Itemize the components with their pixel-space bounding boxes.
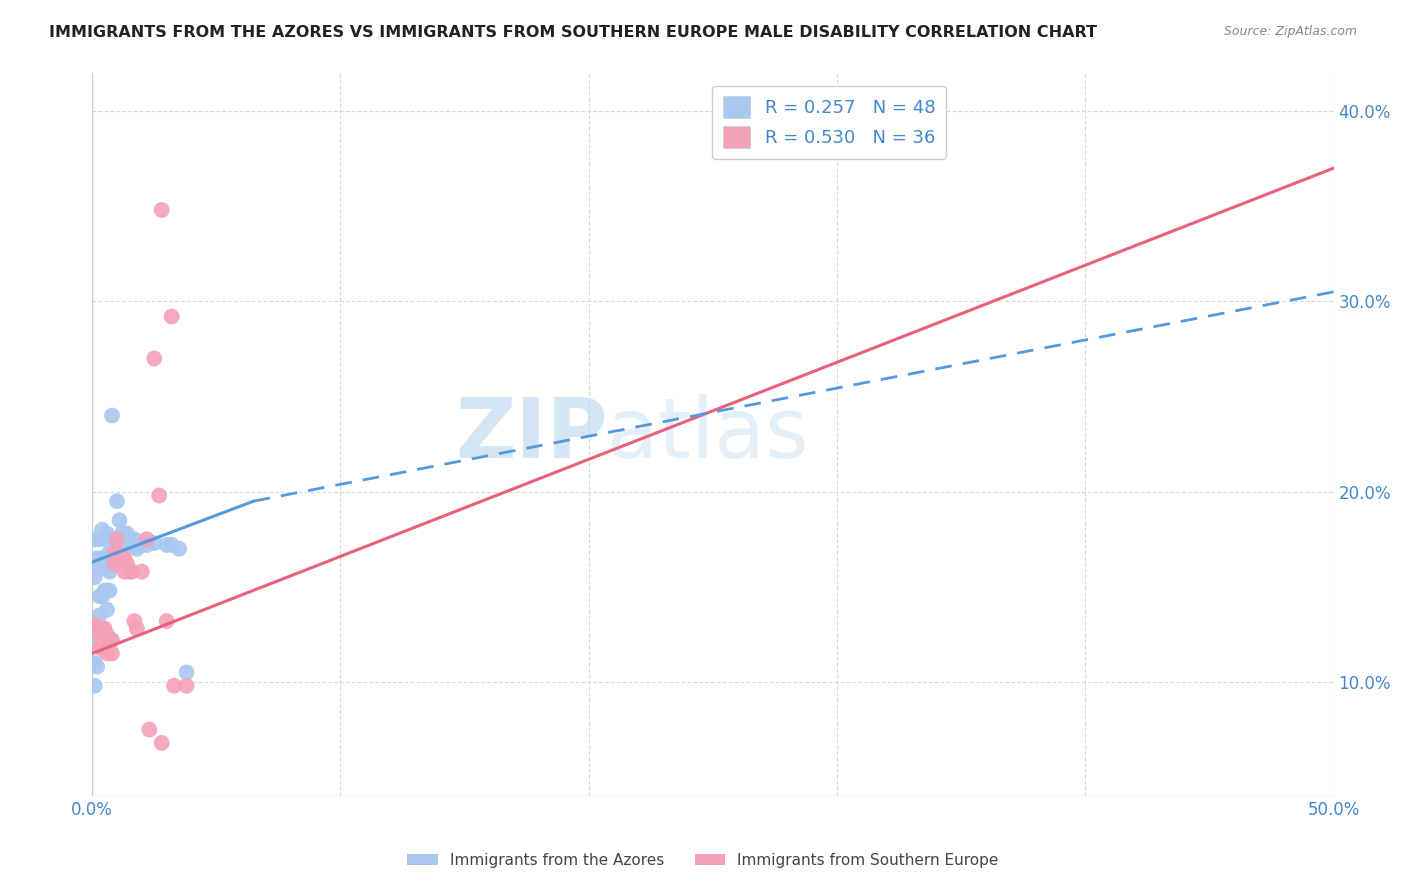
Point: [156, 538, 179, 552]
Point: [105, 533, 128, 547]
Point: [86, 659, 108, 673]
Point: [98, 545, 121, 559]
Point: [101, 409, 124, 423]
Point: [105, 494, 128, 508]
Point: [96, 647, 118, 661]
Point: [93, 583, 115, 598]
Point: [124, 533, 146, 547]
Point: [103, 557, 125, 571]
Point: [115, 557, 138, 571]
Point: [118, 533, 141, 547]
Point: [101, 633, 124, 648]
Point: [111, 545, 134, 559]
Text: ZIP: ZIP: [456, 394, 607, 475]
Point: [114, 565, 136, 579]
Point: [135, 538, 157, 552]
Point: [89, 608, 111, 623]
Point: [163, 679, 186, 693]
Point: [83, 679, 105, 693]
Point: [105, 533, 128, 547]
Point: [98, 633, 121, 648]
Point: [89, 590, 111, 604]
Point: [93, 533, 115, 547]
Point: [83, 570, 105, 584]
Point: [93, 622, 115, 636]
Point: [91, 523, 114, 537]
Point: [111, 557, 134, 571]
Point: [96, 526, 118, 541]
Point: [89, 640, 111, 655]
Point: [96, 627, 118, 641]
Point: [121, 565, 143, 579]
Point: [98, 565, 121, 579]
Point: [167, 541, 190, 556]
Point: [124, 614, 146, 628]
Point: [150, 736, 173, 750]
Point: [101, 647, 124, 661]
Point: [108, 513, 131, 527]
Point: [143, 536, 166, 550]
Point: [176, 679, 198, 693]
Point: [105, 545, 128, 559]
Point: [83, 618, 105, 632]
Point: [131, 538, 153, 552]
Point: [96, 557, 118, 571]
Point: [111, 526, 134, 541]
Text: Source: ZipAtlas.com: Source: ZipAtlas.com: [1223, 25, 1357, 38]
Point: [93, 561, 115, 575]
Point: [89, 627, 111, 641]
Point: [135, 533, 157, 547]
Point: [103, 551, 125, 566]
Point: [86, 551, 108, 566]
Point: [114, 551, 136, 566]
Point: [98, 583, 121, 598]
Point: [160, 310, 183, 324]
Point: [138, 723, 160, 737]
Point: [91, 640, 114, 655]
Point: [115, 526, 138, 541]
Point: [91, 590, 114, 604]
Point: [96, 602, 118, 616]
Point: [176, 665, 198, 680]
Point: [103, 545, 125, 559]
Point: [150, 202, 173, 217]
Point: [83, 618, 105, 632]
Point: [125, 622, 148, 636]
Text: atlas: atlas: [607, 394, 808, 475]
Point: [91, 622, 114, 636]
Point: [103, 533, 125, 547]
Point: [131, 565, 153, 579]
Point: [83, 656, 105, 670]
Legend: Immigrants from the Azores, Immigrants from Southern Europe: Immigrants from the Azores, Immigrants f…: [401, 847, 1005, 873]
Point: [89, 561, 111, 575]
Point: [93, 640, 115, 655]
Point: [125, 541, 148, 556]
Point: [86, 637, 108, 651]
Point: [160, 538, 183, 552]
Point: [114, 526, 136, 541]
Point: [83, 533, 105, 547]
Point: [96, 583, 118, 598]
Point: [118, 565, 141, 579]
Point: [148, 488, 170, 502]
Point: [156, 614, 179, 628]
Point: [86, 622, 108, 636]
Point: [121, 538, 143, 552]
Legend: R = 0.257   N = 48, R = 0.530   N = 36: R = 0.257 N = 48, R = 0.530 N = 36: [713, 86, 946, 159]
Point: [91, 551, 114, 566]
Point: [89, 533, 111, 547]
Text: IMMIGRANTS FROM THE AZORES VS IMMIGRANTS FROM SOUTHERN EUROPE MALE DISABILITY CO: IMMIGRANTS FROM THE AZORES VS IMMIGRANTS…: [49, 25, 1097, 40]
Point: [86, 533, 108, 547]
Point: [143, 351, 166, 366]
